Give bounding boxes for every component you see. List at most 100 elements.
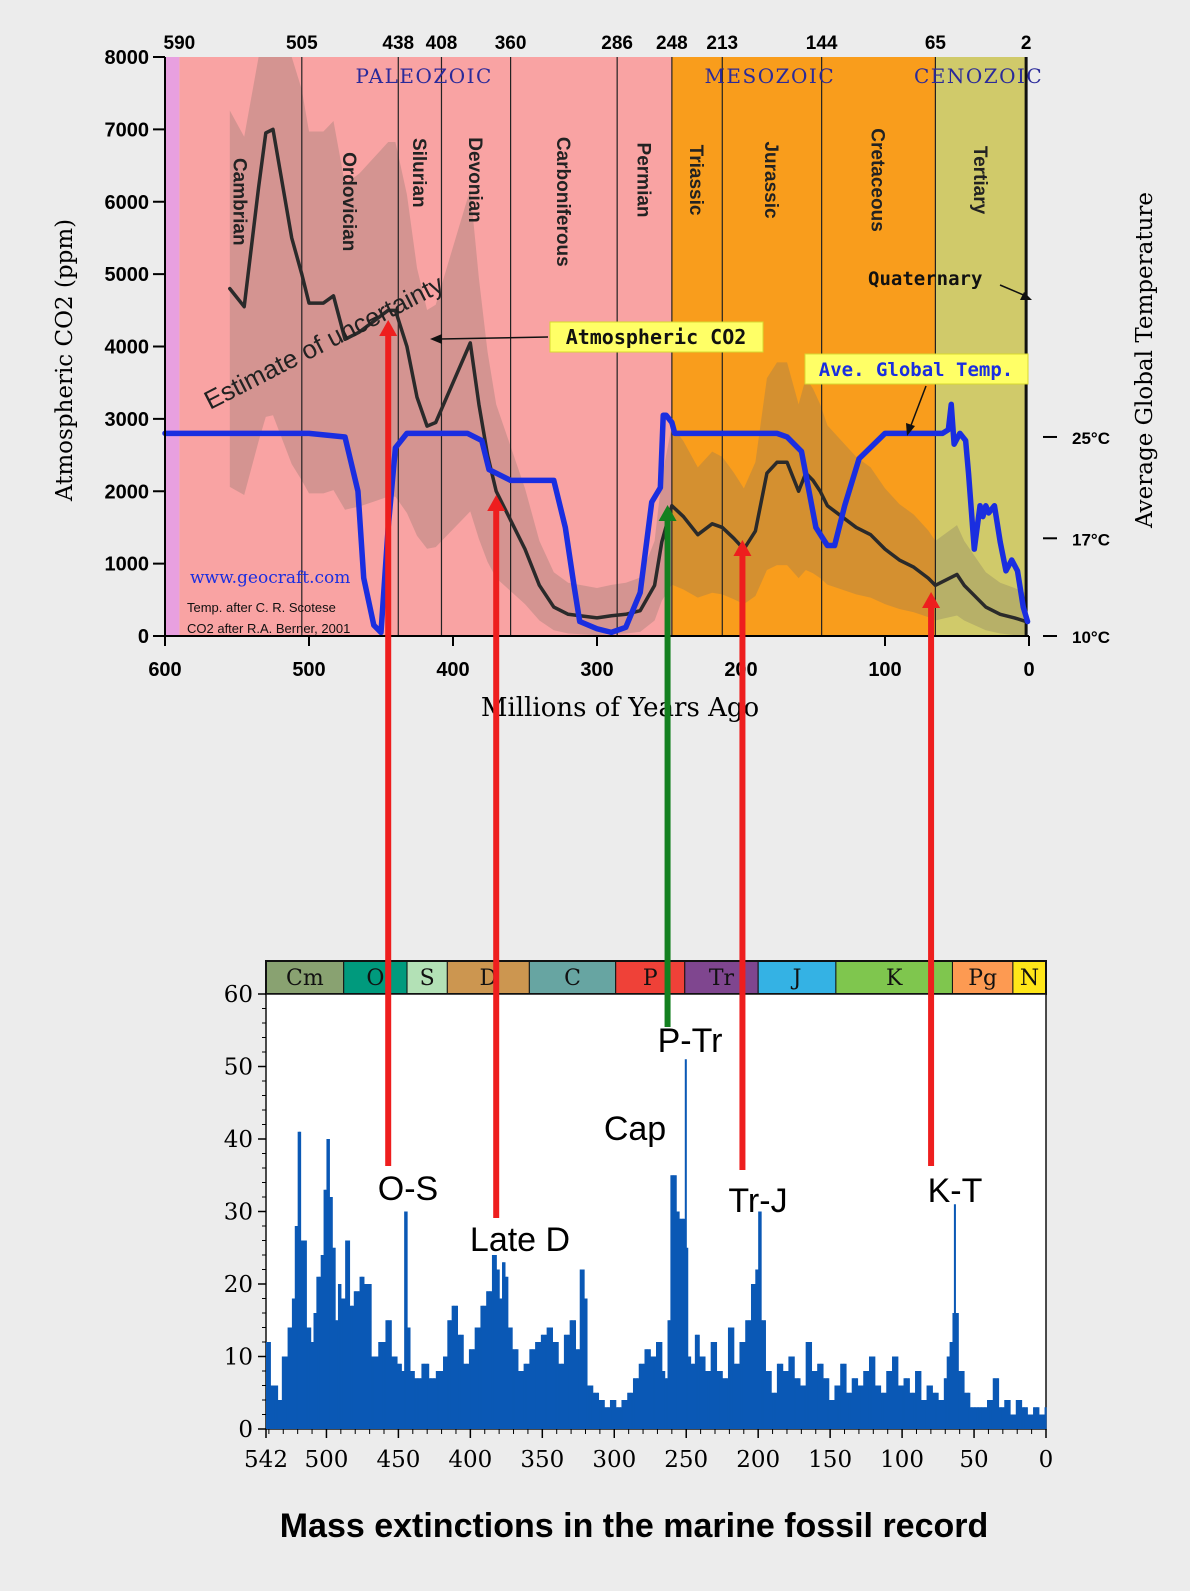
extinction-bar bbox=[464, 1363, 467, 1429]
extinction-bar bbox=[419, 1378, 423, 1429]
extinction-bar bbox=[301, 1240, 305, 1429]
extinction-bar bbox=[447, 1320, 450, 1429]
bottom-x-tick-label: 100 bbox=[880, 1447, 924, 1473]
extinction-bar bbox=[455, 1305, 459, 1429]
extinction-bar bbox=[938, 1400, 941, 1429]
extinction-bar bbox=[690, 1363, 693, 1429]
extinction-bar bbox=[923, 1400, 926, 1429]
extinction-bar bbox=[395, 1356, 398, 1429]
extinction-bar bbox=[598, 1400, 601, 1429]
extinction-bar bbox=[797, 1378, 800, 1429]
extinction-bar bbox=[486, 1291, 489, 1429]
extinction-bar bbox=[962, 1371, 965, 1429]
extinction-bar bbox=[533, 1349, 536, 1429]
extinction-bar bbox=[550, 1327, 553, 1429]
extinction-bar bbox=[346, 1240, 349, 1429]
extinction-bar bbox=[879, 1385, 882, 1429]
bottom-x-tick-label: 0 bbox=[1039, 1447, 1054, 1473]
extinction-bar bbox=[844, 1363, 847, 1429]
extinction-bar bbox=[932, 1392, 935, 1429]
period-cell-tr bbox=[684, 960, 759, 995]
extinction-bar bbox=[733, 1363, 736, 1429]
extinction-bar bbox=[281, 1356, 284, 1429]
extinction-bar bbox=[437, 1371, 440, 1429]
uncertainty-band bbox=[229, 57, 1027, 636]
arrow-head-o-s bbox=[379, 320, 398, 336]
extinction-bar bbox=[693, 1363, 696, 1429]
extinction-bar bbox=[753, 1284, 756, 1429]
credit-site: www.geocraft.com bbox=[190, 568, 350, 588]
top-x-tick-label: 0 bbox=[1023, 659, 1034, 681]
extinction-bar bbox=[943, 1378, 946, 1429]
extinction-bar bbox=[949, 1342, 952, 1429]
extinction-bar bbox=[463, 1363, 466, 1429]
extinction-bar bbox=[699, 1356, 702, 1429]
extinction-bar bbox=[897, 1385, 900, 1429]
top-y-tick-label: 5000 bbox=[105, 264, 150, 286]
extinction-bar bbox=[530, 1349, 533, 1429]
top-y-tick-label: 0 bbox=[138, 626, 149, 648]
extinction-bar bbox=[681, 1218, 684, 1429]
extinction-bar bbox=[850, 1392, 853, 1429]
extinction-bar bbox=[342, 1298, 345, 1429]
extinction-bar bbox=[995, 1378, 998, 1429]
extinction-bar bbox=[620, 1407, 623, 1429]
extinction-bar bbox=[650, 1356, 653, 1429]
co2-line bbox=[228, 127, 1028, 624]
extinction-bar bbox=[851, 1378, 854, 1429]
top-x-tick-label: 100 bbox=[868, 659, 901, 681]
extinction-bar bbox=[713, 1342, 716, 1429]
extinction-bar bbox=[581, 1269, 584, 1429]
extinction-bar bbox=[319, 1276, 322, 1429]
extinction-bar bbox=[657, 1342, 660, 1429]
extinction-bar bbox=[670, 1175, 673, 1429]
extinction-bar bbox=[617, 1407, 620, 1429]
top-era-labels: PALEOZOIC MESOZOIC CENOZOIC bbox=[356, 64, 1042, 88]
extinction-bar bbox=[648, 1349, 651, 1429]
extinction-bar bbox=[974, 1407, 977, 1429]
extinction-bar bbox=[327, 1139, 330, 1429]
extinction-bar bbox=[755, 1269, 758, 1429]
extinction-bar bbox=[1015, 1400, 1018, 1429]
quaternary-arrow bbox=[999, 284, 1027, 297]
extinction-label-cap: Cap bbox=[604, 1110, 666, 1148]
extinction-bar bbox=[978, 1407, 981, 1429]
extinction-bar bbox=[834, 1385, 837, 1429]
extinction-bar bbox=[1004, 1400, 1007, 1429]
extinction-bar bbox=[545, 1334, 548, 1429]
extinction-bar bbox=[424, 1363, 427, 1429]
extinction-bar bbox=[548, 1327, 551, 1429]
extinction-bar bbox=[454, 1305, 457, 1429]
extinction-bar bbox=[386, 1320, 389, 1429]
top-y-tick-label: 8000 bbox=[105, 47, 150, 69]
extinction-bar bbox=[632, 1378, 636, 1429]
boundary-label: 65 bbox=[925, 33, 947, 54]
extinction-bar bbox=[355, 1291, 358, 1429]
extinction-bar bbox=[425, 1363, 428, 1429]
extinction-bar bbox=[889, 1371, 892, 1429]
extinction-bar bbox=[772, 1392, 775, 1429]
extinction-bar bbox=[843, 1363, 846, 1429]
bottom-x-tick-label: 150 bbox=[808, 1447, 852, 1473]
extinction-bar bbox=[676, 1211, 679, 1429]
bottom-y-tick-label: 0 bbox=[238, 1417, 253, 1443]
extinction-bar bbox=[294, 1226, 297, 1429]
extinction-bar bbox=[513, 1349, 516, 1429]
top-x-tick-label: 400 bbox=[436, 659, 469, 681]
temp-callout-arrow bbox=[909, 385, 927, 429]
extinction-bar bbox=[896, 1356, 899, 1429]
extinction-bar bbox=[863, 1371, 866, 1429]
extinction-bar bbox=[871, 1356, 874, 1429]
extinction-bar bbox=[537, 1342, 541, 1429]
extinction-bar bbox=[748, 1320, 751, 1429]
extinction-bar bbox=[504, 1276, 507, 1429]
extinction-bar bbox=[296, 1226, 299, 1429]
extinction-bar bbox=[582, 1269, 585, 1429]
extinction-bar bbox=[274, 1385, 277, 1429]
extinction-bar bbox=[894, 1356, 897, 1429]
extinction-bar bbox=[585, 1298, 588, 1429]
extinction-label-late-d: Late D bbox=[470, 1221, 570, 1259]
extinction-bar bbox=[326, 1139, 329, 1429]
boundary-label: 438 bbox=[382, 33, 414, 54]
extinction-bar bbox=[371, 1356, 374, 1429]
